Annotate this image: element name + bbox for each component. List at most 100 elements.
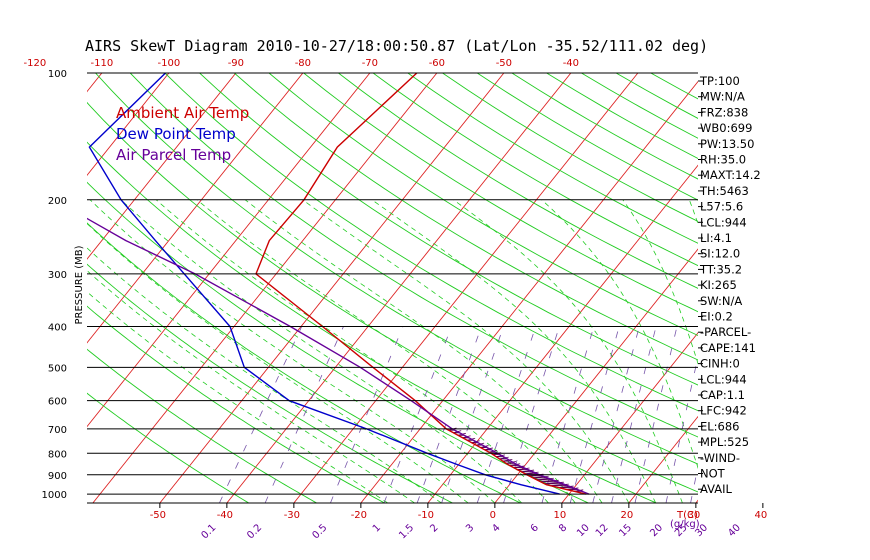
bottom-temp-tick-label: -20 [351, 510, 367, 521]
sidebar-item: LCL:944 [700, 372, 747, 386]
sidebar-item: CAP:1.1 [700, 388, 745, 402]
moist-adiabat-line [453, 199, 683, 503]
sidebar-item: WB0:699 [700, 121, 752, 135]
mixing-ratio-label: 40 [726, 522, 743, 539]
pressure-tick-label: 100 [48, 69, 67, 80]
sidebar-item: L57:5.6 [700, 200, 743, 214]
cape-hatch-line [558, 485, 574, 488]
dew-point-templine [88, 73, 560, 495]
dry-adiabat-line [338, 73, 698, 289]
sidebar-item: SI:12.0 [700, 247, 740, 261]
moist-adiabat-line [302, 199, 630, 503]
mixing-ratio-line [383, 326, 452, 503]
sidebar-item: -PARCEL- [700, 325, 751, 339]
mixing-ratio-label: 3 [464, 522, 476, 534]
ambient-air-templine [255, 73, 586, 495]
dry-adiabat-line [442, 73, 698, 222]
cape-hatch-line [517, 467, 530, 471]
pressure-tick-label: 700 [48, 425, 67, 436]
pressure-tick-label: 800 [48, 449, 67, 460]
dry-adiabat-line [87, 101, 698, 493]
cape-hatch-line [532, 475, 549, 479]
legend-entry: Dew Point Temp [116, 125, 236, 143]
pressure-tick-label: 200 [48, 196, 67, 207]
sidebar-item: LI:4.1 [700, 231, 732, 245]
bottom-temp-tick-label: -30 [284, 510, 300, 521]
top-temp-tick-label: -70 [362, 58, 378, 69]
dry-adiabat-line [199, 73, 698, 386]
mixing-ratio-line [264, 326, 344, 503]
cape-hatch-line [524, 471, 539, 475]
mixing-ratio-label: 1 [371, 522, 383, 534]
pressure-tick-label: 500 [48, 363, 67, 374]
mixing-unit-label: (g/kg) [670, 519, 700, 530]
top-temp-tick-label: -60 [429, 58, 445, 69]
mixing-ratio-label: 1.5 [397, 522, 416, 541]
mixing-ratio-line [330, 326, 404, 503]
cape-hatch-line [506, 461, 517, 464]
moist-adiabat-line [89, 199, 496, 503]
isotherm-line [360, 80, 698, 503]
sidebar-item: AVAIL [700, 482, 733, 496]
isotherm-line [87, 73, 237, 260]
mixing-ratio-label: 0.2 [245, 522, 264, 541]
isotherm-line [763, 73, 870, 503]
bottom-temp-tick-label: 30 [687, 510, 700, 521]
mixing-ratio-label: 10 [575, 522, 592, 539]
sidebar-item: MAXT:14.2 [700, 168, 761, 182]
dry-adiabat-line [268, 73, 698, 336]
isotherm-line [87, 73, 304, 344]
bottom-temp-tick-label: -50 [150, 510, 166, 521]
sidebar-item: PW:13.50 [700, 137, 754, 151]
dry-adiabat-line [95, 73, 698, 465]
sidebar-item: LFC:942 [700, 404, 747, 418]
legend-entry: Air Parcel Temp [116, 146, 231, 164]
isotherm-line [0, 73, 35, 503]
bottom-temp-tick-label: 20 [620, 510, 633, 521]
mixing-ratio-line [503, 326, 560, 503]
cape-hatch-line [513, 465, 525, 468]
top-temp-tick-label: -50 [496, 58, 512, 69]
dry-adiabat-line [87, 305, 385, 503]
isotherm-line [87, 73, 371, 428]
isotherm-line [830, 73, 870, 503]
sidebar-item: MW:N/A [700, 90, 745, 104]
isotherm-line [226, 73, 572, 503]
sidebar-item: TH:5463 [699, 184, 749, 198]
isotherm-line [92, 73, 438, 503]
sidebar-item: KI:265 [700, 278, 737, 292]
moist-adiabat-line [87, 291, 388, 503]
bottom-temp-tick-label: 0 [490, 510, 496, 521]
legend: Ambient Air Temp Dew Point Temp Air Parcel… [116, 104, 249, 164]
sidebar-item: MPL:525 [700, 435, 749, 449]
bottom-temp-tick-label: -40 [217, 510, 233, 521]
isotherm-line [87, 73, 103, 93]
moist-adiabat-line [87, 222, 469, 503]
dry-adiabat-line [87, 392, 250, 503]
dry-adiabat-line [303, 73, 698, 313]
moist-adiabat-line [541, 199, 698, 470]
sidebar-item: TP:100 [699, 74, 740, 88]
top-temp-tick-label: -90 [228, 58, 244, 69]
pressure-tick-label: 400 [48, 323, 67, 334]
mixing-ratio-label: 8 [557, 522, 569, 534]
bottom-temp-tick-label: 10 [553, 510, 566, 521]
sidebar-item: LCL:944 [700, 215, 747, 229]
top-temp-tick-label: -80 [295, 58, 311, 69]
mixing-ratio-label: 15 [617, 522, 634, 539]
mixing-ratio-line [416, 326, 482, 503]
mixing-ratio-line [592, 326, 640, 503]
moist-adiabat-line [155, 199, 549, 503]
moist-adiabat-line [120, 199, 522, 503]
cape-hatch-line [521, 469, 535, 473]
top-temp-tick-label: -40 [563, 58, 579, 69]
sidebar-item: SW:N/A [700, 294, 742, 308]
sidebar-item: TT:35.2 [699, 262, 742, 276]
dry-adiabat-line [164, 73, 698, 412]
isotherm-line [561, 332, 698, 503]
isotherm-line [159, 73, 505, 503]
sidebar-item: CAPE:141 [700, 341, 756, 355]
dry-adiabat-line [511, 73, 698, 180]
sidebar-item: CINH:0 [700, 357, 740, 371]
